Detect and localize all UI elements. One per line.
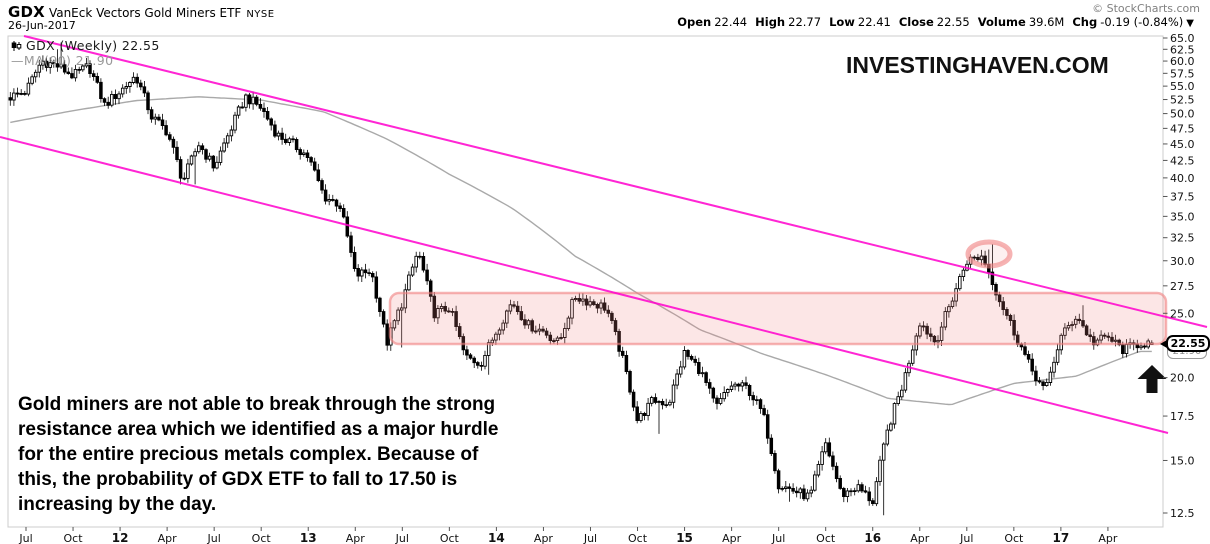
y-axis-label: 40.0 (1170, 172, 1195, 185)
resistance-band (388, 291, 1168, 346)
down-candles (8, 60, 1147, 505)
up-candles (12, 60, 1154, 505)
y-axis-label: 65.0 (1170, 32, 1195, 45)
quote-value: 22.41 (857, 15, 891, 29)
y-axis-label: 20.0 (1170, 372, 1195, 385)
x-axis-month-label: Apr (722, 532, 742, 544)
legend-main-series: GDX (Weekly) 22.55 (11, 38, 160, 53)
x-axis-month-label: Jul (583, 532, 597, 544)
x-axis-month-label: Oct (64, 532, 84, 544)
legend-ma: —MA(90) 21.90 (11, 53, 160, 68)
y-axis-label: 55.0 (1170, 80, 1195, 93)
chart-date: 26-Jun-2017 (8, 19, 76, 32)
last-price-tag: 22.55 (1160, 335, 1210, 352)
up-arrow-annotation (1137, 365, 1167, 393)
peak-highlight-ellipse (965, 239, 1013, 269)
quote-value: 22.77 (788, 15, 822, 29)
title-row: GDX VanEck Vectors Gold Miners ETF NYSE (8, 2, 275, 21)
channel-line-upper (23, 35, 1208, 328)
ma-line-sample: — (11, 53, 24, 68)
chart-legend: GDX (Weekly) 22.55 —MA(90) 21.90 (11, 38, 160, 68)
quote-label: Open (677, 15, 712, 29)
x-axis-month-label: Apr (910, 532, 930, 544)
quote-strip: Open 22.44 High 22.77 Low 22.41 Close 22.55 Volu… (669, 15, 1194, 29)
x-axis-month-label: Jul (18, 532, 32, 544)
quote-value: -0.19 (-0.84%) (1100, 15, 1184, 29)
y-axis-label: 52.5 (1170, 94, 1195, 107)
y-axis-label: 47.5 (1170, 122, 1195, 135)
quote-value: 22.55 (936, 15, 970, 29)
y-axis-label: 35.0 (1170, 210, 1195, 223)
analysis-annotation-text: Gold miners are not able to break throug… (18, 394, 499, 515)
x-axis-month-label: Jul (771, 532, 785, 544)
quote-value: 22.44 (714, 15, 748, 29)
legend-ma-label: MA(90) 21.90 (23, 53, 114, 68)
quote-label: Chg (1072, 15, 1098, 29)
x-axis-month-label: Apr (158, 532, 178, 544)
y-axis-label: 15.0 (1170, 454, 1195, 467)
investinghaven-watermark: INVESTINGHAVEN.COM (846, 52, 1109, 78)
x-axis-year-label: 13 (300, 531, 317, 544)
x-axis-month-label: Oct (816, 532, 836, 544)
x-axis-month-label: Oct (1004, 532, 1024, 544)
quote-label: Volume (977, 15, 1026, 29)
x-axis-month-label: Oct (628, 532, 648, 544)
y-axis-label: 17.5 (1170, 410, 1195, 423)
y-axis-label: 42.5 (1170, 154, 1195, 167)
y-axis-label: 57.5 (1170, 67, 1195, 80)
x-axis-month-label: Apr (1098, 532, 1118, 544)
x-axis-month-label: Jul (959, 532, 973, 544)
legend-series-label: GDX (Weekly) 22.55 (26, 38, 160, 53)
quote-label: High (755, 15, 786, 29)
y-axis-label: 60.0 (1170, 55, 1195, 68)
y-axis-label: 45.0 (1170, 138, 1195, 151)
x-axis-month-label: Apr (346, 532, 366, 544)
ma90-line (10, 96, 1152, 406)
y-axis-label: 37.5 (1170, 190, 1195, 203)
plot-border (7, 35, 1164, 528)
x-axis-month-label: Oct (252, 532, 272, 544)
y-axis-label: 32.5 (1170, 232, 1195, 245)
x-axis-year-label: 12 (112, 531, 129, 544)
x-axis-month-label: Apr (534, 532, 554, 544)
y-axis-label: 50.0 (1170, 108, 1195, 121)
x-axis-year-label: 15 (676, 531, 693, 544)
chart-header: GDX VanEck Vectors Gold Miners ETF NYSE 26… (0, 0, 1210, 34)
candlestick-icon (11, 40, 22, 51)
quote-label: Close (898, 15, 934, 29)
quote-value: 39.6M (1028, 15, 1065, 29)
y-axis-label: 12.5 (1170, 507, 1195, 520)
y-axis-label: 30.0 (1170, 255, 1195, 268)
stockcharts-credit: © StockCharts.com (1092, 2, 1200, 15)
quote-label: Low (829, 15, 855, 29)
channel-line-lower (0, 136, 1169, 434)
x-axis-month-label: Oct (440, 532, 460, 544)
change-down-icon: ▼ (1186, 18, 1194, 29)
y-axis-label: 27.5 (1170, 280, 1195, 293)
y-axis-label: 25.0 (1170, 307, 1195, 320)
ticker-symbol: GDX (8, 3, 45, 21)
x-axis-year-label: 14 (488, 531, 505, 544)
y-axis-label: 62.5 (1170, 43, 1195, 56)
x-axis-year-label: 16 (864, 531, 881, 544)
instrument-name: VanEck Vectors Gold Miners ETF (48, 6, 242, 20)
x-axis-month-label: Jul (207, 532, 221, 544)
exchange-label: NYSE (246, 9, 275, 20)
x-axis-month-label: Jul (395, 532, 409, 544)
x-axis-year-label: 17 (1053, 531, 1070, 544)
